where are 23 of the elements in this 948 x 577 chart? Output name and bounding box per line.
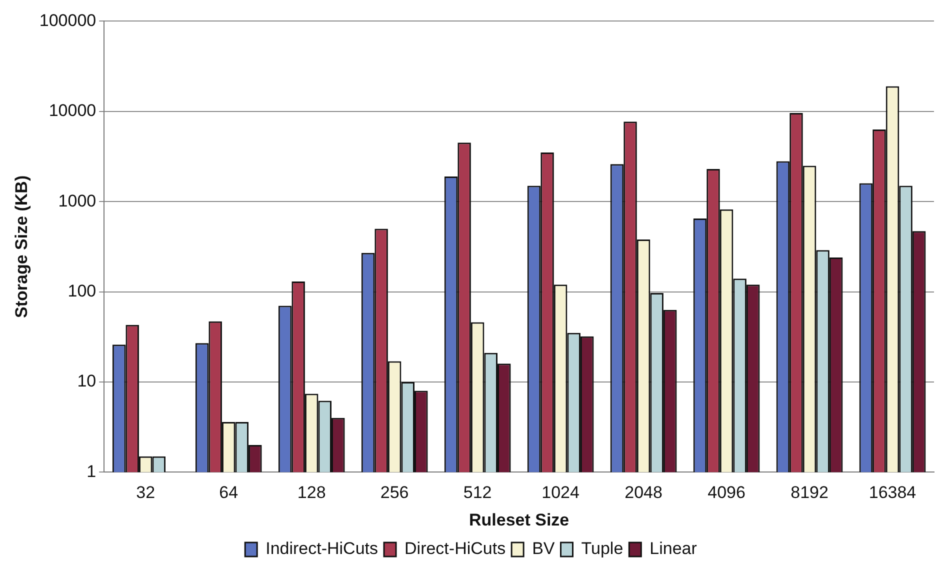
y-axis-title: Storage Size (KB) [12,175,31,318]
x-tick-label: 2048 [624,483,662,502]
x-tick-label: 256 [380,483,409,502]
y-tick-label: 1000 [58,191,96,210]
x-tick-label: 128 [297,483,326,502]
x-tick-label: 1024 [542,483,580,502]
y-tick-label: 10000 [48,101,96,120]
legend-label: Direct-HiCuts [404,539,506,558]
x-axis-title: Ruleset Size [468,510,570,530]
y-tick-label: 100000 [39,10,96,30]
x-tick-label: 16384 [868,483,916,502]
x-tick-label: 4096 [708,483,746,502]
y-tick-label: 100 [68,281,96,300]
x-tick-label: 64 [219,483,238,502]
y-tick-label: 1 [86,462,96,481]
legend-label: Indirect-HiCuts [266,539,378,558]
legend-label: Tuple [581,539,624,558]
legend-label: BV [532,539,556,558]
x-tick-label: 32 [136,483,156,502]
x-tick-label: 8192 [790,483,828,502]
y-tick-label: 10 [77,372,96,391]
x-tick-label: 512 [463,483,492,502]
legend-label: Linear [650,539,698,558]
